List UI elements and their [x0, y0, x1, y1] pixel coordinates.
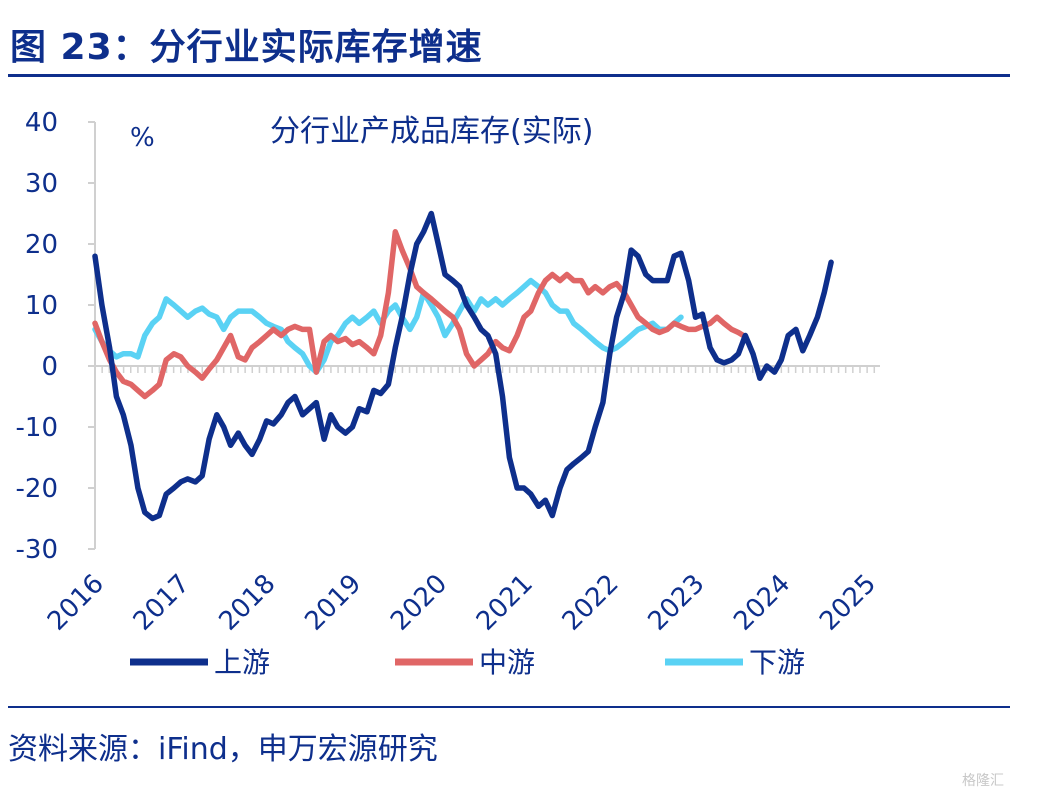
chart-title: 分行业产成品库存(实际) [270, 114, 593, 149]
x-tick-label: 2023 [642, 569, 710, 637]
y-tick-label: -20 [16, 474, 58, 504]
x-tick-label: 2018 [214, 569, 282, 637]
y-tick-label: 20 [25, 230, 58, 260]
x-tick-label: 2017 [128, 569, 196, 637]
series-line-0 [92, 210, 834, 522]
axes: -30 -20 -10 0 10 20 30 40 2016 2017 2018 2019 2020 20… [16, 108, 883, 637]
y-tick-label: 40 [25, 108, 58, 138]
y-tick-label: 0 [41, 352, 58, 382]
legend-label-2: 下游 [749, 646, 805, 679]
series-lines [92, 210, 834, 522]
y-tick-label: 10 [25, 291, 58, 321]
watermark: 格隆汇 [962, 773, 1004, 789]
x-tick-label: 2020 [385, 569, 453, 637]
legend-label-1: 中游 [479, 646, 535, 679]
series-line-1 [92, 229, 749, 400]
x-tick-label: 2021 [471, 569, 539, 637]
title-divider [8, 74, 1010, 77]
legend: 上游 中游 下游 [130, 646, 805, 679]
series-line-2 [92, 277, 684, 375]
y-tick-label: -10 [16, 413, 58, 443]
x-tick-label: 2016 [42, 569, 110, 637]
x-tick-label: 2024 [728, 569, 796, 637]
x-tick-label: 2025 [814, 569, 882, 637]
y-tick-label: -30 [16, 535, 58, 565]
legend-label-0: 上游 [214, 646, 270, 679]
x-tick-label: 2019 [299, 569, 367, 637]
y-axis-unit: % [130, 123, 155, 153]
x-tick-label: 2022 [557, 569, 625, 637]
line-chart: 分行业产成品库存(实际) % -30 -20 -10 0 10 20 30 40 2016 201… [16, 108, 883, 679]
y-tick-label: 30 [25, 169, 58, 199]
figure-title: 图 23：分行业实际库存增速 [10, 27, 483, 68]
footer-divider [8, 706, 1010, 708]
source-note: 资料来源：iFind，申万宏源研究 [8, 732, 438, 767]
